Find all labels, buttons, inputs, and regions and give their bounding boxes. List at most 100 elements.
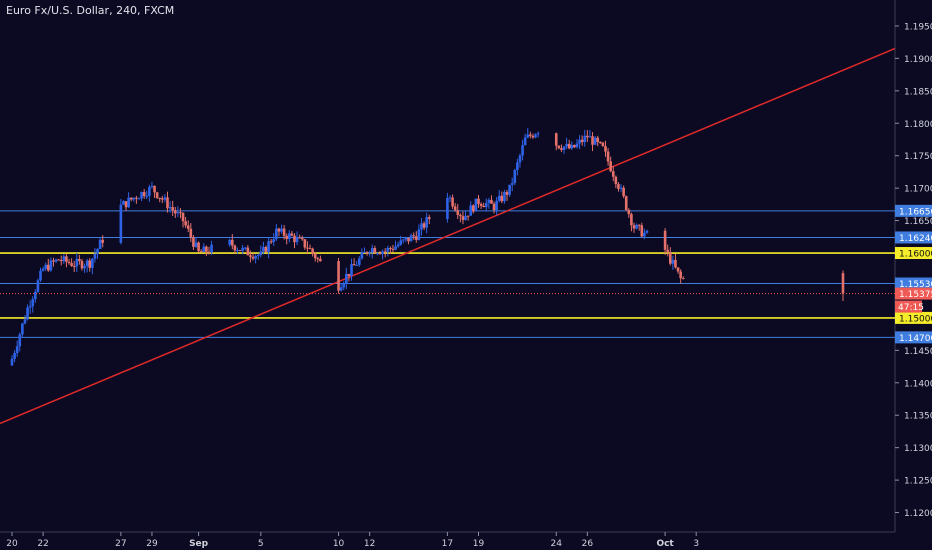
candle-up [446, 198, 449, 219]
candle-down [197, 242, 200, 252]
candle-up [671, 259, 675, 264]
candle-up [399, 240, 403, 245]
candle-up [619, 187, 623, 189]
y-tick-label: 1.18500 [904, 87, 932, 97]
candle-down [166, 197, 169, 209]
candle-up [202, 246, 206, 252]
x-tick-label: 10 [333, 539, 345, 549]
candle-down [70, 263, 73, 267]
candle-up [272, 239, 276, 242]
candle-down [614, 176, 618, 185]
y-tick-label: 1.13000 [904, 444, 932, 454]
candle-down [477, 198, 480, 204]
level-badge-label: 1.15000 [899, 314, 932, 324]
candle-up [34, 291, 37, 300]
countdown-badge [895, 300, 922, 313]
candle-down [189, 228, 193, 238]
candle-down [300, 237, 304, 240]
candle-up [15, 346, 19, 353]
candle-up [254, 255, 257, 259]
candle-down [412, 235, 416, 237]
candle-down [557, 145, 561, 149]
candle-down [637, 224, 641, 226]
level-badge [895, 247, 932, 260]
candle-down [264, 246, 268, 252]
level-badge [895, 204, 932, 217]
candle-up [508, 184, 511, 195]
candle-up [487, 199, 491, 204]
candle-down [316, 258, 320, 260]
candle-down [596, 137, 600, 142]
candle-up [565, 143, 568, 147]
candle-up [484, 203, 488, 208]
candle-down [171, 207, 174, 211]
x-tick-label: 24 [551, 539, 563, 549]
candle-down [347, 273, 351, 276]
candle-down [681, 278, 685, 280]
candle-up [350, 264, 353, 276]
candle-down [422, 223, 426, 228]
candle-up [526, 134, 530, 138]
candle-down [663, 230, 667, 250]
x-tick-label: 12 [364, 539, 375, 549]
last-price-label: 1.15375 [899, 290, 932, 300]
candle-up [210, 244, 213, 253]
candle-up [267, 241, 270, 252]
candle-down [606, 151, 610, 162]
candle-up [386, 247, 390, 252]
candle-down [617, 184, 620, 189]
y-tick-label: 1.17000 [904, 185, 932, 195]
candle-down [378, 253, 382, 255]
candle-down [459, 214, 462, 217]
candle-up [194, 242, 198, 247]
candle-down [580, 139, 584, 143]
candle-up [394, 246, 397, 250]
candle-up [510, 183, 514, 185]
candle-up [28, 306, 32, 308]
candle-down [427, 217, 431, 219]
countdown-label: 47:15 [898, 303, 924, 313]
candle-down [453, 206, 457, 211]
candle-down [679, 271, 682, 279]
candle-up [39, 270, 42, 281]
candle-up [521, 145, 524, 156]
candle-down [52, 260, 55, 262]
candle-down [676, 267, 680, 272]
candle-down [567, 143, 571, 149]
candle-up [44, 264, 47, 269]
candle-up [355, 264, 358, 266]
y-tick-label: 1.19500 [904, 22, 932, 32]
level-badge-label: 1.15530 [899, 280, 932, 290]
candle-up [10, 358, 14, 366]
candle-down [124, 201, 128, 208]
candle-down [456, 210, 460, 215]
candle-down [67, 261, 71, 264]
candle-down [249, 255, 252, 257]
candle-down [337, 261, 340, 291]
candle-down [101, 239, 105, 243]
candle-up [62, 256, 66, 262]
candle-up [593, 137, 597, 145]
level-badge [895, 331, 932, 344]
candle-down [383, 251, 387, 253]
candle-up [469, 205, 473, 216]
candle-up [339, 287, 343, 291]
candle-down [627, 209, 631, 215]
x-tick-label: 20 [6, 539, 18, 549]
candle-up [91, 258, 94, 268]
candle-down [142, 192, 146, 197]
level-badge-label: 1.16650 [899, 207, 932, 217]
candle-up [288, 233, 291, 239]
level-badge-label: 1.14700 [899, 334, 932, 344]
candle-down [624, 196, 628, 210]
candle-up [54, 259, 58, 262]
candle-down [181, 212, 185, 222]
candle-up [98, 239, 102, 249]
x-tick-label: 27 [115, 539, 126, 549]
candle-up [93, 253, 97, 259]
candle-down [78, 258, 81, 262]
candle-down [277, 228, 281, 232]
candle-down [308, 248, 312, 250]
candle-down [601, 142, 605, 147]
